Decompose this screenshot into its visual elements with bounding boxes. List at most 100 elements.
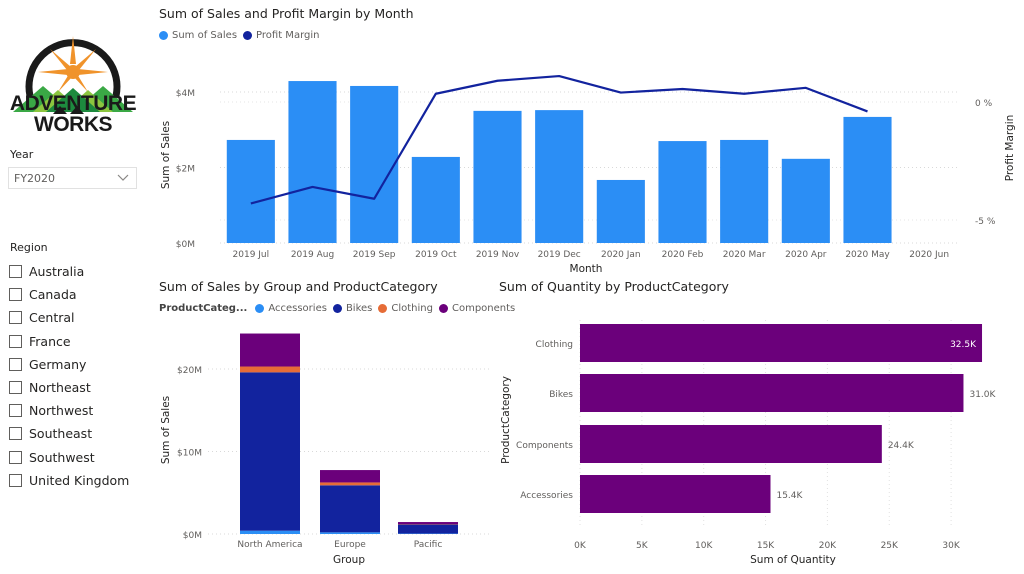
checkbox[interactable]: [9, 357, 22, 371]
legend-sales-profit: Sum of Sales Profit Margin: [159, 30, 323, 41]
checkbox[interactable]: [9, 334, 22, 348]
y-tick-label: $10M: [177, 449, 202, 459]
region-option-southeast[interactable]: Southeast: [9, 422, 129, 445]
profit-margin-line: [250, 74, 868, 205]
region-option-germany[interactable]: Germany: [9, 353, 129, 376]
legend-dot-clothing: [378, 304, 388, 313]
x-tick-label: 20K: [819, 541, 837, 551]
x-tick-label: 2020 Mar: [723, 250, 766, 260]
checkbox[interactable]: [9, 265, 22, 279]
y-tick-label: $20M: [177, 366, 202, 376]
y-tick-label: Accessories: [520, 491, 573, 501]
checkbox[interactable]: [9, 427, 22, 441]
region-option-france[interactable]: France: [9, 330, 129, 353]
region-option-northeast[interactable]: Northeast: [9, 376, 129, 399]
legend-dot-bikes: [332, 304, 342, 313]
y-tick-label: $4M: [176, 89, 195, 99]
chart-title-sales-group: Sum of Sales by Group and ProductCategor…: [159, 279, 438, 294]
sales-bar: [658, 141, 707, 243]
region-option-united-kingdom[interactable]: United Kingdom: [9, 469, 129, 492]
y-tick-label: $2M: [176, 165, 195, 175]
region-slicer-label: Region: [10, 241, 48, 254]
sales-bar: [843, 116, 892, 243]
region-checkbox-list: Australia Canada Central France Germany North…: [9, 260, 129, 492]
year-slicer-label: Year: [10, 148, 34, 161]
checkbox[interactable]: [9, 288, 22, 302]
legend-label-bikes[interactable]: Bikes: [345, 303, 373, 314]
x-tick-label: Europe: [334, 540, 366, 550]
checkbox[interactable]: [9, 311, 22, 325]
stacked-segment-components: [240, 333, 300, 367]
logo-mountains: [13, 86, 133, 114]
region-option-northwest[interactable]: Northwest: [9, 399, 129, 422]
quantity-bar: [580, 475, 771, 513]
filter-panel: ADVENTURE WORKS Year FY2020 Region Austr…: [0, 0, 150, 574]
chart-title-sales-profit: Sum of Sales and Profit Margin by Month: [159, 6, 414, 21]
region-option-canada[interactable]: Canada: [9, 283, 129, 306]
region-option-central[interactable]: Central: [9, 306, 129, 329]
x-axis-title: Group: [333, 554, 365, 566]
x-tick-label: 0K: [574, 541, 587, 551]
checkbox[interactable]: [9, 450, 22, 464]
checkbox[interactable]: [9, 381, 22, 395]
checkbox[interactable]: [9, 404, 22, 418]
sales-bar: [226, 139, 275, 243]
x-axis-title: Sum of Quantity: [750, 554, 836, 566]
x-tick-label: 2020 Jan: [601, 250, 641, 260]
quantity-by-category-chart: 0K 5K 10K 15K 20K 25K 30K Clothing 32.5K Bikes 31.…: [500, 320, 997, 566]
stacked-segment-components: [320, 470, 380, 483]
y-tick-label: Clothing: [536, 340, 573, 350]
y-axis-title: ProductCategory: [500, 376, 512, 464]
region-option-label: Canada: [29, 287, 77, 303]
region-option-label: Central: [29, 310, 75, 326]
x-tick-label: 2020 Feb: [662, 250, 704, 260]
y2-axis-title: Profit Margin: [1004, 115, 1016, 182]
quantity-bar: [580, 425, 882, 463]
checkbox[interactable]: [9, 473, 22, 487]
x-tick-label: 2020 Apr: [785, 250, 827, 260]
stacked-segment-accessories: [320, 532, 380, 534]
year-dropdown-value: FY2020: [14, 172, 56, 185]
stacked-segment-components: [398, 522, 458, 525]
stacked-segment-accessories: [240, 530, 300, 534]
legend-title-productcategory: ProductCateg...: [159, 303, 248, 314]
x-tick-label: 15K: [757, 541, 775, 551]
legend-dot-accessories: [255, 304, 265, 313]
x-axis-title: Month: [570, 263, 603, 275]
adventure-works-logo: [13, 36, 133, 114]
region-option-label: Germany: [29, 356, 87, 372]
x-tick-label: 2019 Dec: [538, 250, 581, 260]
sales-profit-combo-chart: $0M $2M $4M 0 % -5 % 2019 Jul 2019 Aug 2019 Sep…: [160, 74, 1016, 275]
legend-label-profit[interactable]: Profit Margin: [256, 30, 320, 41]
legend-label-accessories[interactable]: Accessories: [268, 303, 327, 314]
legend-label-components[interactable]: Components: [451, 303, 516, 314]
x-tick-label: 30K: [942, 541, 960, 551]
y-axis-title: Sum of Sales: [160, 396, 172, 464]
region-option-label: France: [29, 333, 71, 349]
x-tick-label: 5K: [636, 541, 649, 551]
region-option-southwest[interactable]: Southwest: [9, 446, 129, 469]
x-tick-label: 10K: [695, 541, 713, 551]
logo-star: [38, 36, 108, 92]
quantity-bar: [580, 324, 983, 362]
year-dropdown[interactable]: FY2020: [8, 167, 137, 189]
x-tick-label: 2019 Jul: [233, 250, 270, 260]
x-tick-label: Pacific: [414, 540, 443, 550]
x-tick-label: 2019 Oct: [415, 250, 457, 260]
legend-dot-profit: [243, 31, 253, 40]
y-tick-label: Components: [516, 441, 573, 451]
sales-bar: [411, 156, 460, 243]
chart-title-quantity: Sum of Quantity by ProductCategory: [499, 279, 729, 294]
sales-bar: [781, 158, 830, 243]
logo-text-line1: ADVENTURE: [9, 92, 137, 115]
x-tick-label: North America: [237, 540, 302, 550]
y-tick-label: $0M: [183, 531, 202, 541]
region-option-australia[interactable]: Australia: [9, 260, 129, 283]
y2-tick-label: 0 %: [975, 99, 993, 109]
x-tick-label: 2019 Sep: [353, 250, 396, 260]
legend-label-sales[interactable]: Sum of Sales: [172, 30, 238, 41]
legend-label-clothing[interactable]: Clothing: [391, 303, 433, 314]
sales-bar: [350, 85, 399, 244]
legend-dot-sales: [159, 31, 168, 40]
y2-tick-label: -5 %: [975, 217, 996, 227]
